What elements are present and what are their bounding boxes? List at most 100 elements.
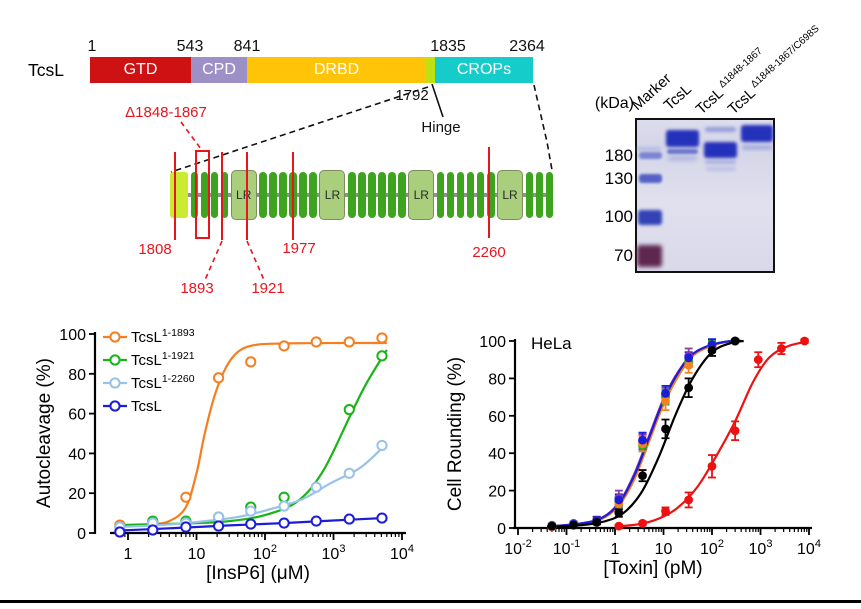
data-point — [684, 495, 694, 505]
data-point — [310, 515, 322, 527]
data-point — [753, 355, 763, 365]
zoom-dashed-line-right — [533, 84, 553, 171]
data-point — [114, 519, 126, 531]
series-curve — [547, 339, 742, 528]
x-tick-label: 102 — [700, 538, 724, 558]
data-point — [661, 392, 670, 402]
data-point — [278, 517, 290, 529]
protein-name-label: TcsL — [28, 60, 64, 80]
short-repeat — [476, 172, 485, 218]
legend-marker — [109, 331, 121, 343]
mark-1893-connector — [204, 240, 223, 281]
data-point — [343, 336, 355, 348]
domain-segment-gtd: GTD — [90, 57, 191, 83]
series-curve — [547, 339, 744, 529]
short-repeat — [446, 172, 455, 218]
domain-segment-drbd: DRBD — [247, 57, 426, 83]
bottom-rule — [0, 600, 861, 603]
data-point — [661, 506, 670, 516]
legend-label: TcsL1-1893 — [131, 327, 195, 346]
data-point — [661, 388, 670, 398]
data-point — [730, 336, 740, 346]
data-point — [310, 481, 322, 493]
y-tick-label: 100 — [59, 327, 86, 344]
data-point — [376, 512, 388, 524]
kda-unit-label: (kDa) — [594, 95, 634, 112]
data-point — [180, 491, 192, 503]
chart-annotation: HeLa — [531, 334, 572, 353]
data-point — [592, 517, 602, 527]
gel-band — [742, 145, 772, 150]
mw-marker-label: 70 — [614, 246, 633, 265]
series-curve — [117, 341, 387, 528]
short-repeat — [299, 172, 307, 218]
data-point — [638, 518, 647, 528]
gel-band — [637, 245, 662, 267]
legend-marker — [109, 377, 121, 389]
y-tick-label: 100 — [479, 334, 506, 351]
short-repeat — [378, 172, 386, 218]
gel-band — [667, 149, 698, 154]
mw-marker-label: 100 — [604, 207, 633, 226]
data-point — [730, 336, 740, 346]
gel-band — [639, 174, 662, 183]
data-point — [343, 513, 355, 525]
data-point — [547, 521, 557, 531]
short-repeat — [388, 172, 396, 218]
data-point — [592, 516, 602, 525]
short-repeat — [525, 172, 534, 218]
data-point — [376, 332, 388, 344]
data-point — [638, 441, 647, 451]
hinge-segment — [170, 172, 188, 218]
data-point — [707, 345, 717, 355]
series-curve — [547, 339, 742, 528]
data-point — [614, 499, 624, 509]
series-curve — [547, 339, 742, 528]
data-point — [684, 351, 694, 361]
crops-repeat-bar: LR LR LR LR — [170, 170, 554, 220]
hinge-pointer-line — [431, 83, 444, 118]
data-point — [730, 336, 740, 346]
long-repeat-box: LR — [319, 170, 346, 220]
zoom-dashed-line-left — [170, 86, 429, 173]
short-repeat — [220, 172, 229, 218]
x-tick-label: 102 — [253, 543, 277, 563]
short-repeat — [347, 172, 356, 218]
residue-mark-label: 1808 — [138, 241, 172, 258]
deletion-label: Δ1848-1867 — [125, 104, 207, 121]
data-point — [245, 518, 257, 530]
data-point — [569, 520, 578, 530]
residue-number-label: 1835 — [430, 38, 466, 55]
data-point — [638, 437, 647, 447]
data-point — [730, 336, 740, 346]
x-tick-label: 10-1 — [553, 538, 581, 558]
short-repeat — [436, 172, 445, 218]
y-tick-label: 20 — [68, 486, 86, 503]
data-point — [592, 516, 602, 525]
data-point — [661, 390, 670, 400]
data-point — [638, 439, 647, 449]
data-point — [592, 517, 602, 526]
data-point — [212, 511, 225, 523]
data-point — [180, 515, 192, 527]
data-point — [730, 426, 740, 436]
short-repeat — [486, 172, 495, 218]
data-point — [343, 404, 355, 416]
data-point — [638, 435, 647, 445]
series-curve — [117, 442, 388, 529]
data-point — [114, 526, 126, 538]
data-point — [707, 340, 717, 350]
short-repeat — [535, 172, 544, 218]
data-point — [245, 505, 257, 517]
y-tick-label: 40 — [488, 446, 506, 463]
legend-label: TcsL1-2260 — [131, 373, 195, 392]
data-point — [684, 353, 694, 363]
legend-marker — [109, 400, 121, 412]
data-point — [730, 336, 740, 346]
mw-marker-label: 180 — [604, 146, 633, 165]
data-point — [707, 342, 717, 352]
data-point — [684, 360, 694, 370]
long-repeat-box: LR — [230, 170, 257, 220]
deletion-dashed-connector — [180, 121, 202, 150]
